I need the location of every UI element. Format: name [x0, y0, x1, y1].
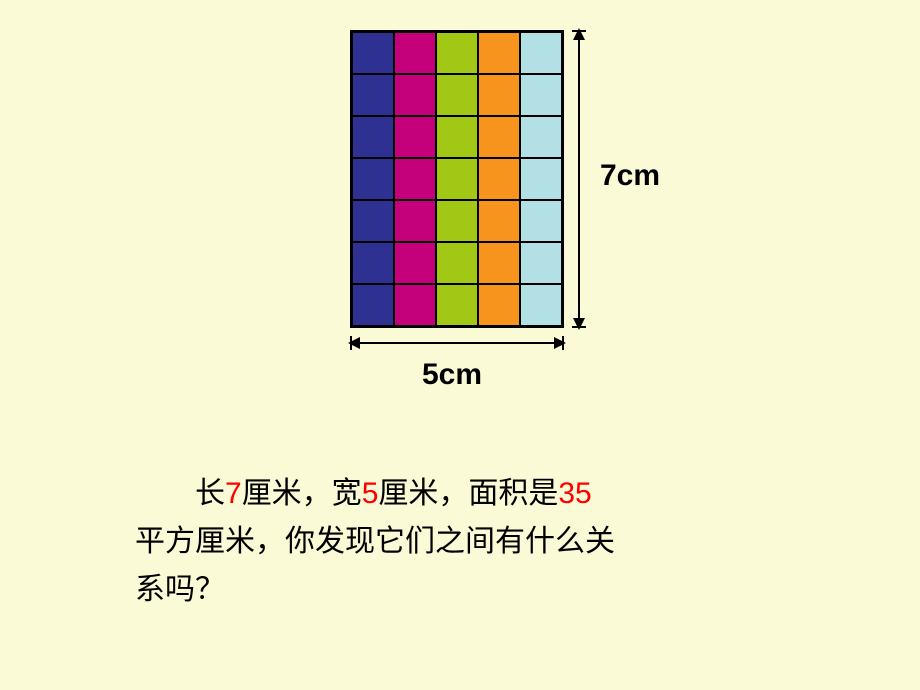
- grid-cell: [478, 284, 520, 326]
- width-label: 5cm: [422, 358, 482, 392]
- grid-cell: [478, 32, 520, 74]
- grid-cell: [394, 158, 436, 200]
- grid-cell: [352, 284, 394, 326]
- text-span: 系吗？: [135, 573, 225, 606]
- dim-tick: [572, 30, 586, 32]
- grid-cell: [352, 158, 394, 200]
- grid-cell: [394, 32, 436, 74]
- grid-cell: [478, 116, 520, 158]
- grid-cell: [478, 200, 520, 242]
- highlight-number: 35: [558, 477, 591, 510]
- dim-tick: [572, 326, 586, 328]
- text-span: 厘米，面积是: [378, 477, 558, 510]
- grid-cell: [520, 116, 562, 158]
- grid-cell: [352, 242, 394, 284]
- highlight-number: 7: [225, 477, 242, 510]
- grid-cell: [352, 74, 394, 116]
- question-text: 长7厘米，宽5厘米，面积是35 平方厘米，你发现它们之间有什么关系吗？: [135, 470, 795, 614]
- dim-tick: [562, 336, 564, 350]
- grid-cell: [520, 200, 562, 242]
- grid-cell: [436, 32, 478, 74]
- area-diagram: 7cm 5cm: [350, 30, 564, 328]
- grid-cell: [394, 242, 436, 284]
- dim-arrow-down: [573, 318, 585, 330]
- grid-cell: [520, 32, 562, 74]
- grid-cell: [478, 242, 520, 284]
- grid-cell: [436, 284, 478, 326]
- dim-line-vertical: [578, 30, 580, 328]
- grid-cell: [478, 158, 520, 200]
- grid-cell: [436, 200, 478, 242]
- grid-cell: [394, 284, 436, 326]
- grid-cell: [436, 116, 478, 158]
- text-line: 系吗？: [135, 566, 795, 614]
- text-span: 厘米，宽: [242, 477, 362, 510]
- grid-cell: [520, 158, 562, 200]
- grid-cell: [352, 32, 394, 74]
- highlight-number: 5: [362, 477, 379, 510]
- dim-tick: [350, 336, 352, 350]
- text-line: 长7厘米，宽5厘米，面积是35: [135, 470, 795, 518]
- height-label: 7cm: [600, 159, 660, 193]
- grid-cell: [520, 284, 562, 326]
- grid-cell: [436, 74, 478, 116]
- grid-cell: [394, 74, 436, 116]
- grid-cell: [436, 158, 478, 200]
- grid-cell: [520, 74, 562, 116]
- grid-cell: [352, 200, 394, 242]
- grid-cell: [478, 74, 520, 116]
- text-span: 长: [195, 477, 225, 510]
- dim-arrow-right: [554, 337, 566, 349]
- dim-line-horizontal: [350, 342, 564, 344]
- text-line: 平方厘米，你发现它们之间有什么关: [135, 518, 795, 566]
- text-span: 平方厘米，你发现它们之间有什么关: [135, 525, 615, 558]
- grid-cell: [436, 242, 478, 284]
- colored-grid: [350, 30, 564, 328]
- grid-cell: [394, 200, 436, 242]
- grid-cell: [352, 116, 394, 158]
- grid-cell: [520, 242, 562, 284]
- grid-cell: [394, 116, 436, 158]
